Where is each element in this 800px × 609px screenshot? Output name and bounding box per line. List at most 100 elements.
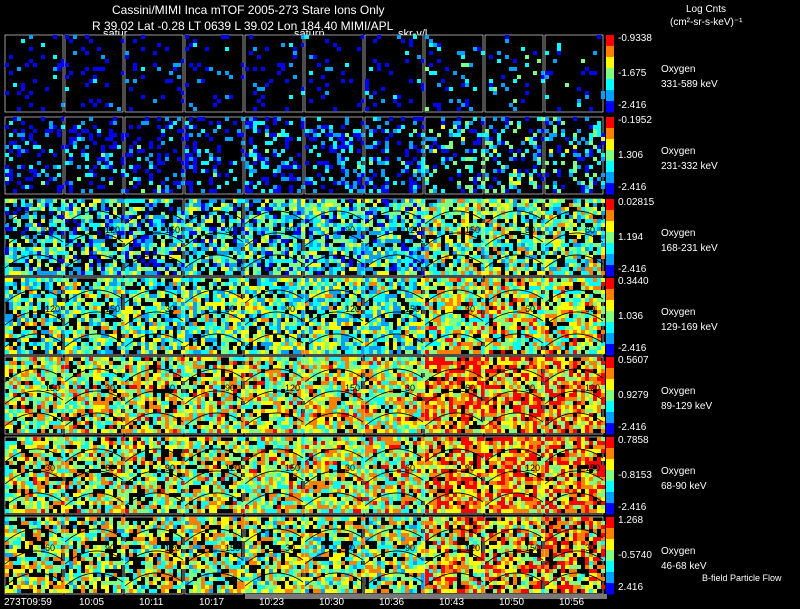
panel-r2-c6: 120 [364, 198, 425, 277]
contour-label: 90 [285, 304, 295, 314]
panel-r3-c1: 150 [64, 277, 125, 356]
panel-r2-c4: 60 [244, 198, 305, 277]
contour-label: 120 [405, 225, 420, 235]
time-tick-label: 10:23 [259, 597, 285, 608]
panel-r6-c7: 120 [424, 516, 485, 595]
panel-r4-c1: 30 [64, 356, 125, 435]
panel-r0-c2 [124, 34, 185, 113]
panel-r0-c9 [544, 34, 605, 113]
contour-label: 90 [525, 383, 535, 393]
panel-r4-c2: 60 [124, 356, 185, 435]
panel-r1-c1 [64, 116, 125, 195]
panel-r4-c7: 60 [424, 356, 485, 435]
time-tick-label: 273T09:59 [4, 597, 52, 608]
contour-label: 150 [465, 225, 480, 235]
contour-label: 30 [45, 463, 55, 473]
contour-label: 120 [285, 383, 300, 393]
colorbar-mid-label: -0.5740 [618, 549, 652, 561]
panel-r5-c6: 60 [364, 436, 425, 515]
contour-label: 150 [585, 463, 600, 473]
time-tick-label: 10:43 [439, 597, 465, 608]
panel-r1-c7 [424, 116, 485, 195]
contour-label: 90 [585, 304, 595, 314]
contour-label: 30 [105, 383, 115, 393]
plot-title: Cassini/MIMI Inca mTOF 2005-273 Stare Io… [112, 3, 385, 17]
time-tick-label: 10:56 [559, 597, 585, 608]
panel-r0-c0 [4, 34, 65, 113]
contour-label: 30 [285, 543, 295, 553]
contour-label: 60 [285, 225, 295, 235]
contour-label: 90 [225, 383, 235, 393]
contour-label: 150 [45, 383, 60, 393]
energy-label: 331-589 keV [661, 79, 718, 90]
contour-label: 30 [225, 225, 235, 235]
colorbar-max-label: 0.02815 [618, 197, 655, 208]
colorbar-max-label: -0.9338 [618, 33, 652, 44]
colorbar-0 [606, 35, 614, 113]
panel-r1-c3 [184, 116, 245, 195]
contour-label: 90 [405, 543, 415, 553]
colorbar-max-label: -0.1952 [618, 115, 652, 126]
panel-r4-c3: 90 [184, 356, 245, 435]
panel-r4-c9: 120 [544, 356, 605, 435]
panel-r0-c3 [184, 34, 245, 113]
panel-r0-c4 [244, 34, 305, 113]
energy-label: 168-231 keV [661, 243, 718, 254]
colorbar-mid-label: 1.194 [618, 231, 644, 243]
contour-label: 120 [345, 304, 360, 314]
panel-r2-c1: 120 [64, 198, 125, 277]
time-tick-label: 10:30 [319, 597, 345, 608]
legend-note: B-field Particle Flow [702, 573, 782, 583]
panel-r0-c1 [64, 34, 125, 113]
contour-label: 150 [525, 543, 540, 553]
panel-r5-c0: 30 [4, 436, 65, 515]
contour-label: 150 [225, 543, 240, 553]
contour-label: 30 [465, 304, 475, 314]
species-label: Oxygen [661, 228, 696, 239]
contour-label: 90 [165, 463, 175, 473]
contour-label: 60 [345, 543, 355, 553]
contour-label: 30 [405, 383, 415, 393]
contour-label: 60 [45, 543, 55, 553]
panel-r2-c8: 30 [484, 198, 545, 277]
contour-label: 30 [585, 543, 595, 553]
panel-r5-c9: 150 [544, 436, 605, 515]
contour-label: 120 [105, 225, 120, 235]
panel-r3-c7: 30 [424, 277, 485, 356]
time-tick-label: 10:11 [139, 597, 164, 608]
colorbar-1 [606, 117, 614, 195]
panel-r1-c6 [364, 116, 425, 195]
contour-label: 30 [165, 304, 175, 314]
energy-label: 231-332 keV [661, 161, 718, 172]
panel-r4-c4: 120 [244, 356, 305, 435]
colorbar-mid-label: -1.675 [618, 67, 647, 79]
contour-label: 150 [285, 463, 300, 473]
colorbar-min-label: -2.416 [618, 100, 647, 111]
colorbar-mid-label: 1.306 [618, 149, 644, 161]
contour-label: 60 [465, 383, 475, 393]
colorbar-max-label: 0.5607 [618, 355, 649, 366]
species-label: Oxygen [661, 307, 696, 318]
species-label: Oxygen [661, 146, 696, 157]
contour-label: 150 [405, 304, 420, 314]
contour-label: 120 [585, 383, 600, 393]
contour-label: 60 [585, 225, 595, 235]
contour-label: 60 [525, 304, 535, 314]
colorbar-max-label: 0.3440 [618, 276, 649, 287]
contour-label: 150 [105, 304, 120, 314]
panel-r3-c3: 60 [184, 277, 245, 356]
panel-r6-c5: 60 [304, 516, 365, 595]
panel-r0-c8 [484, 34, 545, 113]
panel-r5-c3: 120 [184, 436, 245, 515]
panel-r5-c8: 120 [484, 436, 545, 515]
time-bar [245, 594, 607, 599]
colorbar-mid-label: -0.8153 [618, 469, 652, 481]
panel-r3-c6: 150 [364, 277, 425, 356]
colorbar-min-label: 2.416 [618, 582, 644, 593]
colorbar-min-label: -2.416 [618, 343, 647, 354]
energy-label: 46-68 keV [661, 561, 707, 572]
species-label: Oxygen [661, 64, 696, 75]
panel-r0-c6 [364, 34, 425, 113]
panel-r5-c5: 30 [304, 436, 365, 515]
